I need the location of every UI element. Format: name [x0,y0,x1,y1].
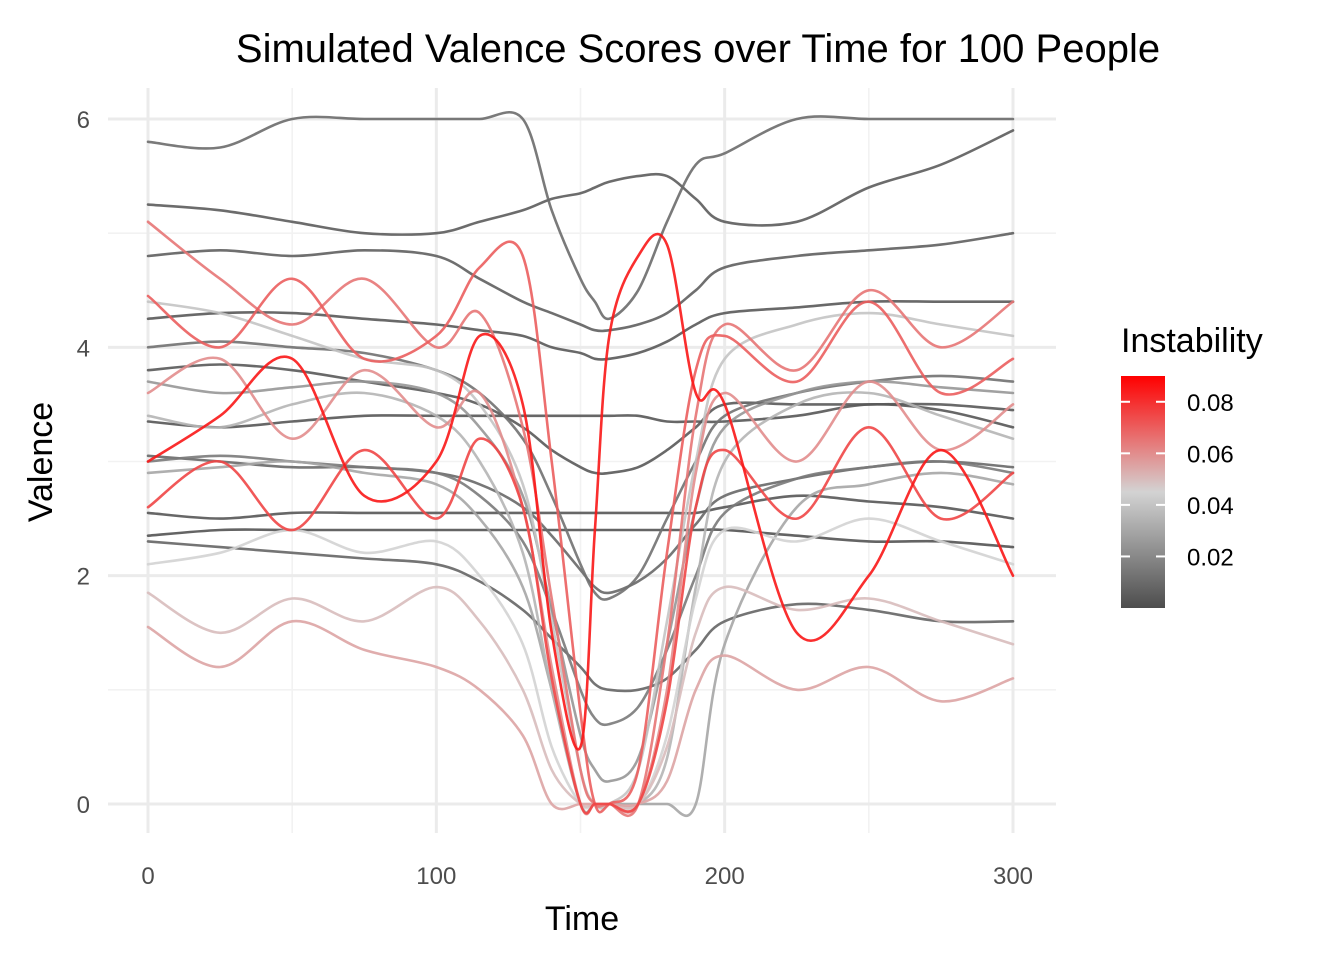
x-tick-label: 200 [705,863,745,890]
x-tick-label: 100 [416,863,456,890]
legend-tick-label: 0.08 [1187,390,1234,417]
series-line [146,454,1015,727]
series-line [146,111,1015,321]
y-tick-label: 4 [77,335,90,362]
legend-colorbar [1121,376,1165,608]
series-line [146,240,1015,814]
series-line [146,299,1015,361]
legend: Instability 0.02 0.04 0.06 0.08 [1121,322,1263,608]
x-axis-title: Time [545,900,619,938]
x-tick-label: 0 [141,863,154,890]
chart-title: Simulated Valence Scores over Time for 1… [236,27,1160,71]
y-axis-ticks: 0 2 4 6 [77,107,90,819]
legend-tick-label: 0.04 [1187,493,1234,520]
series-line [146,540,1015,693]
y-tick-label: 6 [77,107,90,134]
series-line [146,129,1015,236]
series-line [146,402,1015,429]
legend-ticks: 0.02 0.04 0.06 0.08 [1121,390,1234,571]
legend-tick-label: 0.06 [1187,441,1234,468]
series-lines [146,111,1015,818]
series-line [146,232,1015,751]
x-tick-label: 300 [993,863,1033,890]
legend-title: Instability [1121,322,1263,360]
legend-tick-label: 0.02 [1187,544,1234,571]
series-line [146,231,1015,333]
x-axis-ticks: 0 100 200 300 [141,863,1033,890]
series-line [146,380,1015,783]
y-tick-label: 2 [77,564,90,591]
y-tick-label: 0 [77,792,90,819]
y-axis-title: Valence [22,402,60,522]
series-line [146,426,1015,815]
